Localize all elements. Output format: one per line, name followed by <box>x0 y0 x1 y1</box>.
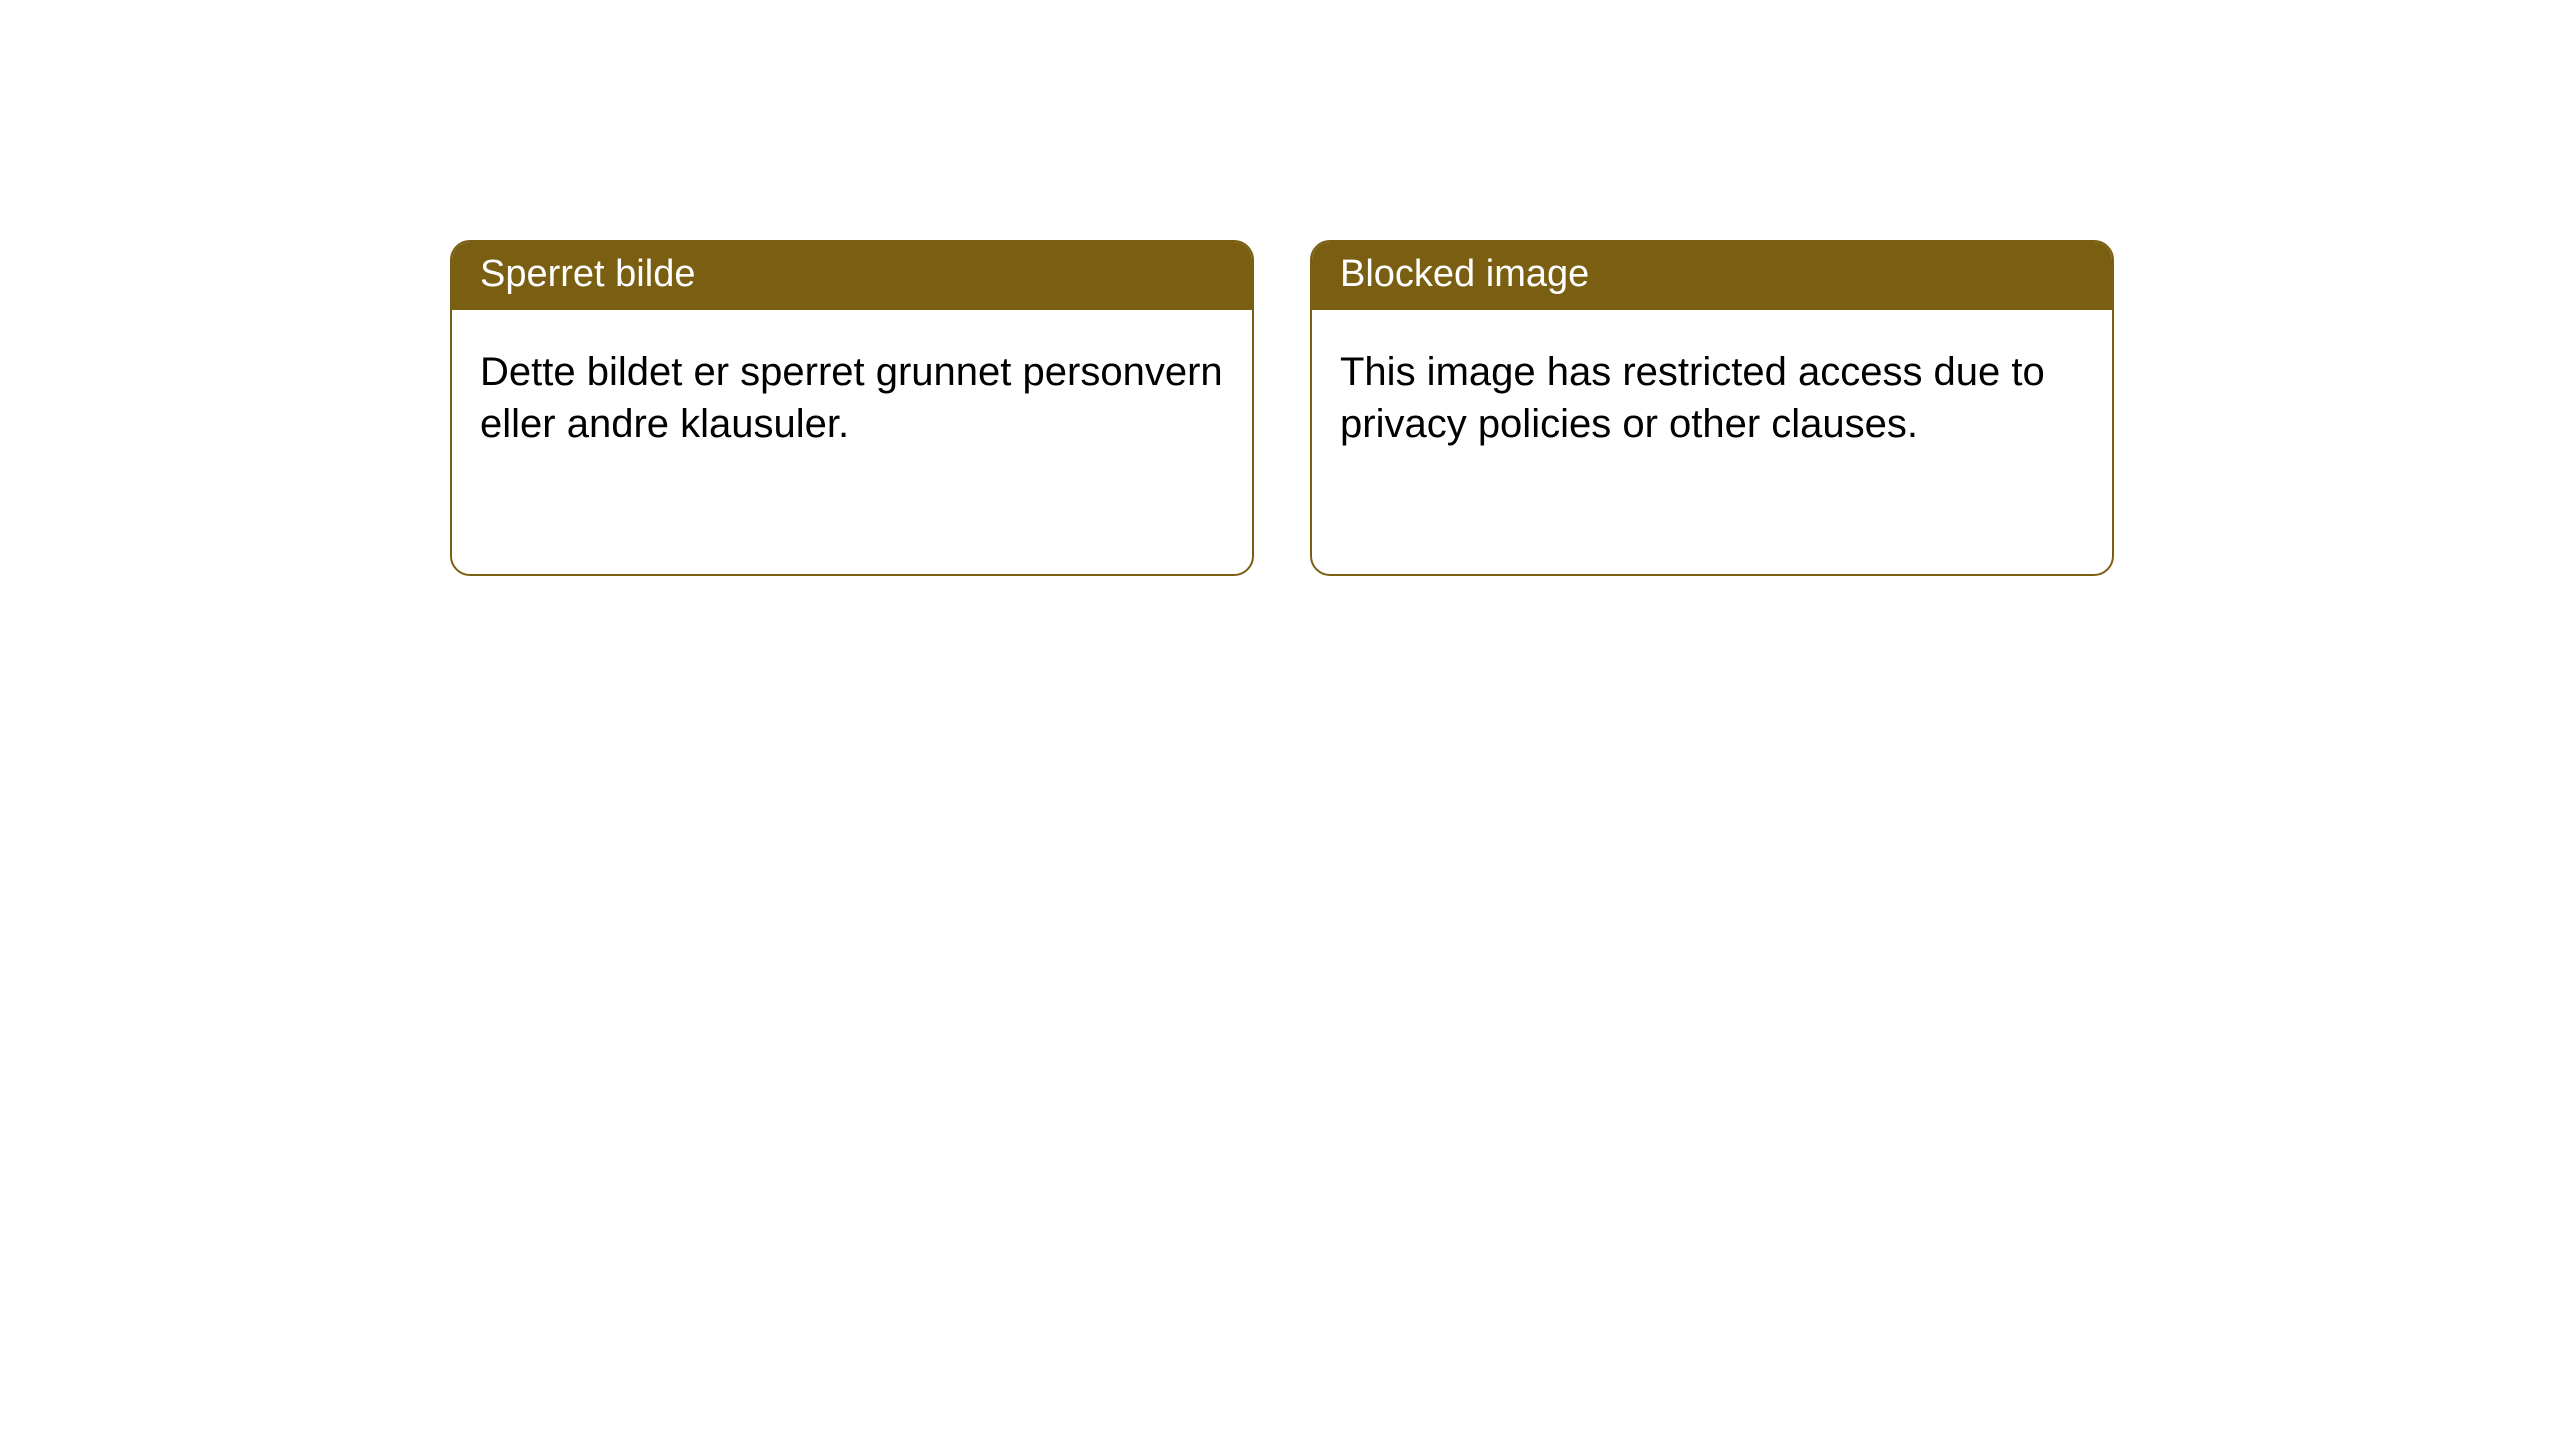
card-header: Sperret bilde <box>452 242 1252 310</box>
notice-card-english: Blocked image This image has restricted … <box>1310 240 2114 576</box>
card-header: Blocked image <box>1312 242 2112 310</box>
card-body: This image has restricted access due to … <box>1312 310 2112 486</box>
notice-card-norwegian: Sperret bilde Dette bildet er sperret gr… <box>450 240 1254 576</box>
notice-container: Sperret bilde Dette bildet er sperret gr… <box>0 0 2560 576</box>
card-body: Dette bildet er sperret grunnet personve… <box>452 310 1252 486</box>
